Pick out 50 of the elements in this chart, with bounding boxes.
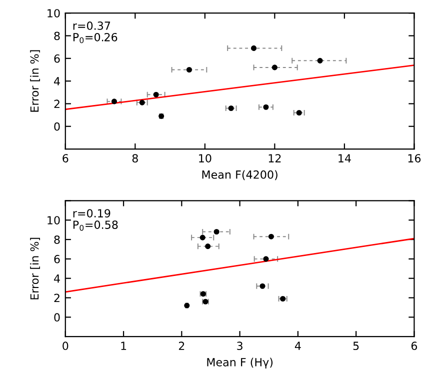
x-tick-label: 0 bbox=[62, 342, 68, 350]
x-tick-label: 14 bbox=[338, 154, 351, 162]
y-tick-label: 6 bbox=[54, 54, 60, 63]
y-tick-label: 4 bbox=[54, 274, 60, 283]
annotation: r=0.37 bbox=[73, 22, 110, 30]
point bbox=[317, 58, 323, 64]
y-tick-label: 10 bbox=[48, 216, 60, 224]
point bbox=[214, 228, 220, 235]
point bbox=[268, 234, 274, 240]
x-tick-label: 6 bbox=[411, 342, 418, 350]
y-tick-label: 6 bbox=[54, 254, 60, 264]
point bbox=[296, 110, 302, 116]
point bbox=[263, 104, 269, 110]
x-tick-label: 6 bbox=[62, 154, 68, 162]
point bbox=[260, 283, 266, 289]
point bbox=[186, 66, 192, 73]
x-tick-label: 3 bbox=[237, 342, 242, 350]
x-tick-label: 5 bbox=[353, 342, 359, 350]
annotation: r=0.19 bbox=[73, 209, 110, 218]
point bbox=[263, 256, 269, 262]
annotation: P$_{0}$=0.26 bbox=[73, 32, 118, 44]
x-tick-label: 12 bbox=[268, 154, 281, 162]
y-axis-title: Error [in %] bbox=[30, 238, 40, 300]
x-axis-title: Mean F(4200) bbox=[202, 170, 278, 180]
point bbox=[205, 244, 211, 250]
point bbox=[250, 45, 257, 51]
annotation: P$_{0}$=0.58 bbox=[73, 220, 118, 231]
y-tick-label: 4 bbox=[54, 77, 60, 86]
y-tick-label: 0 bbox=[54, 122, 60, 131]
x-tick-label: 10 bbox=[199, 154, 212, 162]
point bbox=[280, 296, 286, 302]
point bbox=[153, 92, 159, 98]
point bbox=[272, 64, 278, 70]
y-tick-label: 0 bbox=[54, 313, 60, 322]
x-tick-label: 16 bbox=[408, 154, 421, 162]
y-tick-label: 8 bbox=[54, 235, 60, 244]
point bbox=[228, 105, 234, 112]
point bbox=[200, 234, 206, 240]
x-axis-title: Mean F (Hγ) bbox=[207, 358, 273, 369]
y-tick-label: 2 bbox=[54, 100, 60, 108]
y-axis-title: Error [in %] bbox=[30, 50, 40, 112]
x-tick-label: 2 bbox=[178, 342, 184, 350]
y-tick-label: 10 bbox=[48, 9, 60, 18]
x-tick-label: 8 bbox=[132, 154, 138, 162]
x-tick-label: 4 bbox=[294, 342, 301, 350]
y-tick-label: 8 bbox=[54, 32, 60, 40]
point bbox=[139, 100, 145, 106]
x-tick-label: 1 bbox=[121, 342, 126, 350]
point bbox=[111, 98, 118, 104]
y-tick-label: 2 bbox=[54, 294, 60, 302]
